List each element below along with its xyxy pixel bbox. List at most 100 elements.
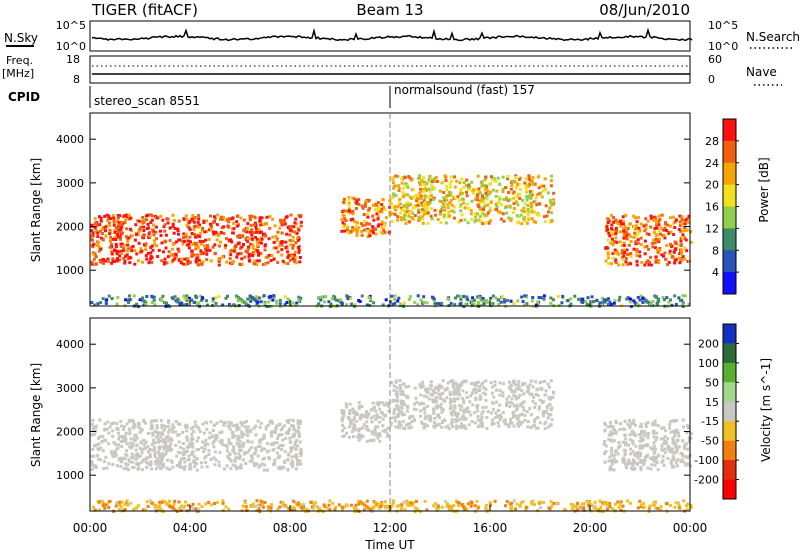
echo-cell (242, 228, 246, 232)
echo-cell (355, 233, 359, 237)
echo-cell (280, 223, 284, 227)
echo-cell (587, 303, 591, 307)
echo-cell (100, 232, 104, 235)
echo-cell (263, 244, 267, 248)
echo-cell (518, 504, 522, 508)
echo-cell (150, 218, 154, 222)
echo-cell (383, 428, 387, 432)
echo-cell (278, 298, 282, 302)
echo-cell (605, 225, 609, 229)
echo-cell (606, 425, 610, 429)
echo-cell (608, 300, 612, 304)
echo-cell (676, 458, 680, 461)
echo-cell (289, 462, 293, 466)
echo-cell (643, 458, 647, 462)
echo-cell (168, 445, 172, 449)
echo-cell (221, 499, 225, 503)
echo-cell (345, 504, 349, 508)
echo-cell (516, 422, 520, 426)
echo-cell (194, 235, 198, 239)
echo-cell (421, 384, 425, 388)
echo-cell (449, 191, 453, 195)
echo-cell (590, 504, 594, 508)
echo-cell (679, 236, 683, 240)
cpid-label: CPID (8, 90, 40, 104)
echo-cell (426, 211, 430, 215)
echo-cell (480, 180, 484, 184)
echo-cell (150, 256, 154, 260)
echo-cell (514, 176, 518, 179)
echo-cell (253, 464, 257, 468)
echo-cell (422, 407, 426, 411)
echo-cell (273, 460, 277, 464)
echo-cell (121, 439, 125, 443)
echo-cell (167, 250, 171, 254)
echo-cell (445, 387, 449, 391)
echo-cell (442, 214, 446, 217)
echo-cell (186, 458, 190, 462)
echo-cell (354, 227, 358, 231)
echo-cell (527, 387, 531, 391)
echo-cell (664, 222, 668, 226)
echo-cell (149, 220, 153, 224)
echo-cell (609, 213, 613, 217)
echo-cell (201, 260, 205, 264)
echo-cell (403, 218, 407, 222)
echo-cell (111, 421, 115, 425)
echo-cell (615, 230, 618, 233)
echo-cell (142, 236, 145, 240)
echo-cell (284, 505, 288, 508)
echo-cell (505, 205, 508, 209)
echo-cell (487, 221, 491, 225)
echo-cell (517, 182, 521, 186)
echo-cell (480, 412, 484, 416)
echo-cell (432, 410, 436, 414)
echo-cell (146, 450, 150, 454)
echo-cell (618, 220, 622, 224)
echo-cell (239, 251, 243, 255)
echo-cell (369, 416, 373, 420)
echo-cell (365, 212, 369, 216)
echo-cell (284, 431, 288, 435)
echo-cell (535, 213, 539, 216)
echo-cell (97, 500, 101, 504)
echo-cell (463, 417, 467, 421)
echo-cell (207, 237, 211, 241)
echo-cell (258, 439, 261, 443)
echo-cell (297, 431, 301, 435)
echo-cell (170, 448, 174, 452)
echo-cell (611, 232, 615, 236)
echo-cell (450, 209, 454, 213)
echo-cell (480, 415, 484, 419)
echo-cell (149, 448, 153, 452)
echo-cell (187, 503, 190, 507)
echo-cell (525, 410, 529, 414)
echo-cell (507, 216, 511, 220)
echo-cell (538, 506, 542, 509)
echo-cell (294, 429, 298, 433)
echo-cell (214, 301, 218, 305)
echo-cell (538, 398, 542, 402)
echo-cell (405, 423, 409, 427)
echo-cell (445, 198, 449, 202)
echo-cell (212, 424, 216, 428)
echo-cell (365, 221, 369, 225)
echo-cell (484, 387, 488, 391)
echo-cell (245, 420, 249, 423)
echo-cell (149, 424, 153, 428)
echo-cell (196, 246, 200, 249)
echo-cell (257, 259, 261, 263)
echo-cell (436, 414, 440, 418)
echo-cell (253, 505, 257, 508)
echo-cell (185, 429, 189, 433)
echo-cell (161, 438, 165, 442)
echo-cell (636, 228, 640, 232)
echo-cell (257, 465, 261, 469)
echo-cell (354, 428, 357, 432)
echo-cell (474, 387, 478, 391)
echo-cell (195, 462, 199, 466)
echo-cell (394, 380, 398, 384)
echo-cell (646, 259, 650, 263)
echo-cell (227, 507, 231, 511)
echo-cell (639, 422, 643, 426)
